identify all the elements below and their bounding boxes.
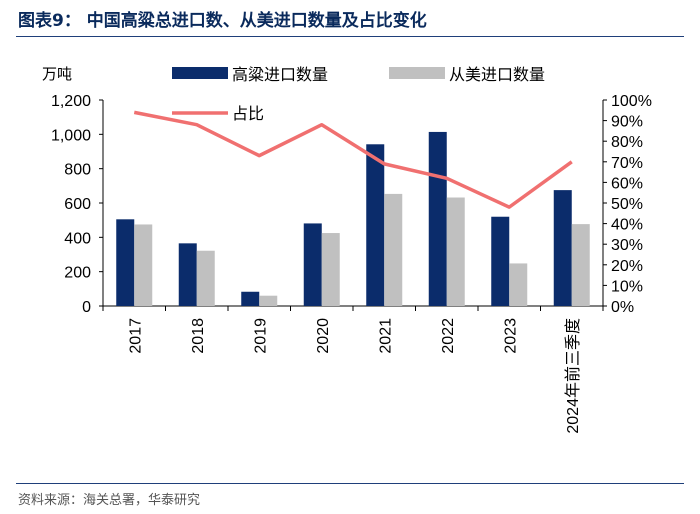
y-tick-label-right: 40% [611,217,643,234]
legend-swatch-us [389,67,445,79]
x-tick-label: 2020 [315,318,332,354]
bar [491,216,510,306]
bar [303,223,322,306]
bar [366,144,385,306]
x-tick-label: 2021 [377,318,394,354]
legend-swatch-sorghum [172,67,228,79]
chart: 0 200 400 600 800 1,000 1,200 0% 10% 20% 30% 40% 50%… [42,66,652,434]
bar [196,250,215,306]
legend-label-us: 从美进口数量 [449,66,545,84]
bar [571,224,590,306]
bar [259,295,278,306]
y-tick-label-right: 20% [611,258,643,275]
y-tick-label-left: 800 [64,162,91,179]
bar [428,131,447,306]
y-tick-label-left: 400 [64,230,91,247]
y-tick-label-left: 1,200 [51,93,91,110]
source-note: 资料来源：海关总署，华泰研究 [18,493,201,508]
chart-axes: 0 200 400 600 800 1,000 1,200 0% 10% 20% 30% 40% 50%… [42,66,652,434]
bar [178,243,197,306]
source-rule [16,483,684,484]
y-tick-label-right: 100% [611,93,652,110]
legend-label-share: 占比 [232,105,264,123]
bar [509,263,528,306]
bar [446,197,465,306]
y-tick-label-left: 0 [82,299,91,316]
y-tick-label-right: 80% [611,134,643,151]
series-line-share [133,110,573,209]
x-tick-label: 2017 [127,318,144,354]
y-tick-label-right: 30% [611,237,643,254]
y-tick-label-right: 50% [611,196,643,213]
bar [384,193,403,306]
x-tick-label: 2022 [440,318,457,354]
y-tick-label-right: 10% [611,278,643,295]
x-tick-label: 2024年前三季度 [564,318,582,434]
bar [116,219,135,306]
bar [553,190,572,306]
chart-line [133,110,573,209]
x-tick-label: 2018 [190,318,207,354]
y-tick-label-left: 200 [64,265,91,282]
y-tick-label-left: 600 [64,196,91,213]
title-rule [16,36,684,37]
chart-bars [116,131,590,306]
figure-title: 图表9： 中国高粱总进口数、从美进口数量及占比变化 [18,11,427,31]
y-tick-label-right: 0% [611,299,634,316]
y-tick-label-right: 70% [611,155,643,172]
x-tick-label: 2019 [252,318,269,354]
y-tick-label-right: 60% [611,175,643,192]
bar [134,224,153,306]
legend-label-sorghum: 高粱进口数量 [232,66,328,84]
bar [241,291,260,306]
y-tick-label-left: 1,000 [51,127,91,144]
y-tick-label-right: 90% [611,114,643,131]
y-axis-unit-label: 万吨 [42,66,72,83]
x-tick-label: 2023 [502,318,519,354]
bar [321,233,340,306]
